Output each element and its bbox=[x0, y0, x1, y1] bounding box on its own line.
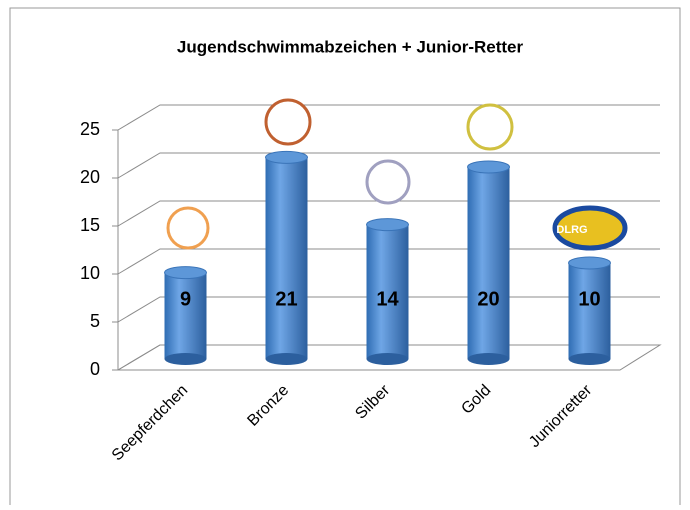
badge-bronze bbox=[264, 98, 312, 146]
bar-base bbox=[265, 353, 308, 365]
bar-top bbox=[568, 256, 611, 270]
y-tick-label: 5 bbox=[90, 311, 100, 331]
bar bbox=[467, 167, 510, 359]
badge-gold bbox=[466, 103, 514, 151]
bar-top bbox=[366, 218, 409, 232]
bar-top bbox=[265, 150, 308, 164]
badge-juniorretter bbox=[552, 205, 628, 251]
bar bbox=[568, 263, 611, 359]
badge-seepferdchen bbox=[166, 206, 210, 250]
bar-top bbox=[467, 160, 510, 174]
badge-text: DLRG bbox=[556, 224, 587, 236]
y-tick-label: 0 bbox=[90, 359, 100, 379]
bar bbox=[265, 157, 308, 359]
y-tick-label: 10 bbox=[80, 263, 100, 283]
bar-base bbox=[467, 353, 510, 365]
bar bbox=[366, 224, 409, 359]
chart-title: Jugendschwimmabzeichen + Junior-Retter bbox=[177, 37, 524, 56]
y-tick-label: 15 bbox=[80, 215, 100, 235]
bar-base bbox=[366, 353, 409, 365]
data-label: 10 bbox=[578, 288, 600, 310]
bar bbox=[164, 272, 207, 359]
badges: DLRG bbox=[166, 98, 628, 251]
grid-line bbox=[117, 152, 660, 179]
bar-top bbox=[164, 266, 207, 280]
data-label: 21 bbox=[275, 288, 297, 310]
data-label: 14 bbox=[376, 288, 399, 310]
data-label: 20 bbox=[477, 288, 499, 310]
data-label: 9 bbox=[180, 288, 191, 310]
y-tick-label: 20 bbox=[80, 167, 100, 187]
y-tick-label: 25 bbox=[80, 119, 100, 139]
chart-frame bbox=[9, 7, 681, 509]
badge-silber bbox=[365, 159, 411, 205]
bar-base bbox=[164, 353, 207, 365]
bar-base bbox=[568, 353, 611, 365]
